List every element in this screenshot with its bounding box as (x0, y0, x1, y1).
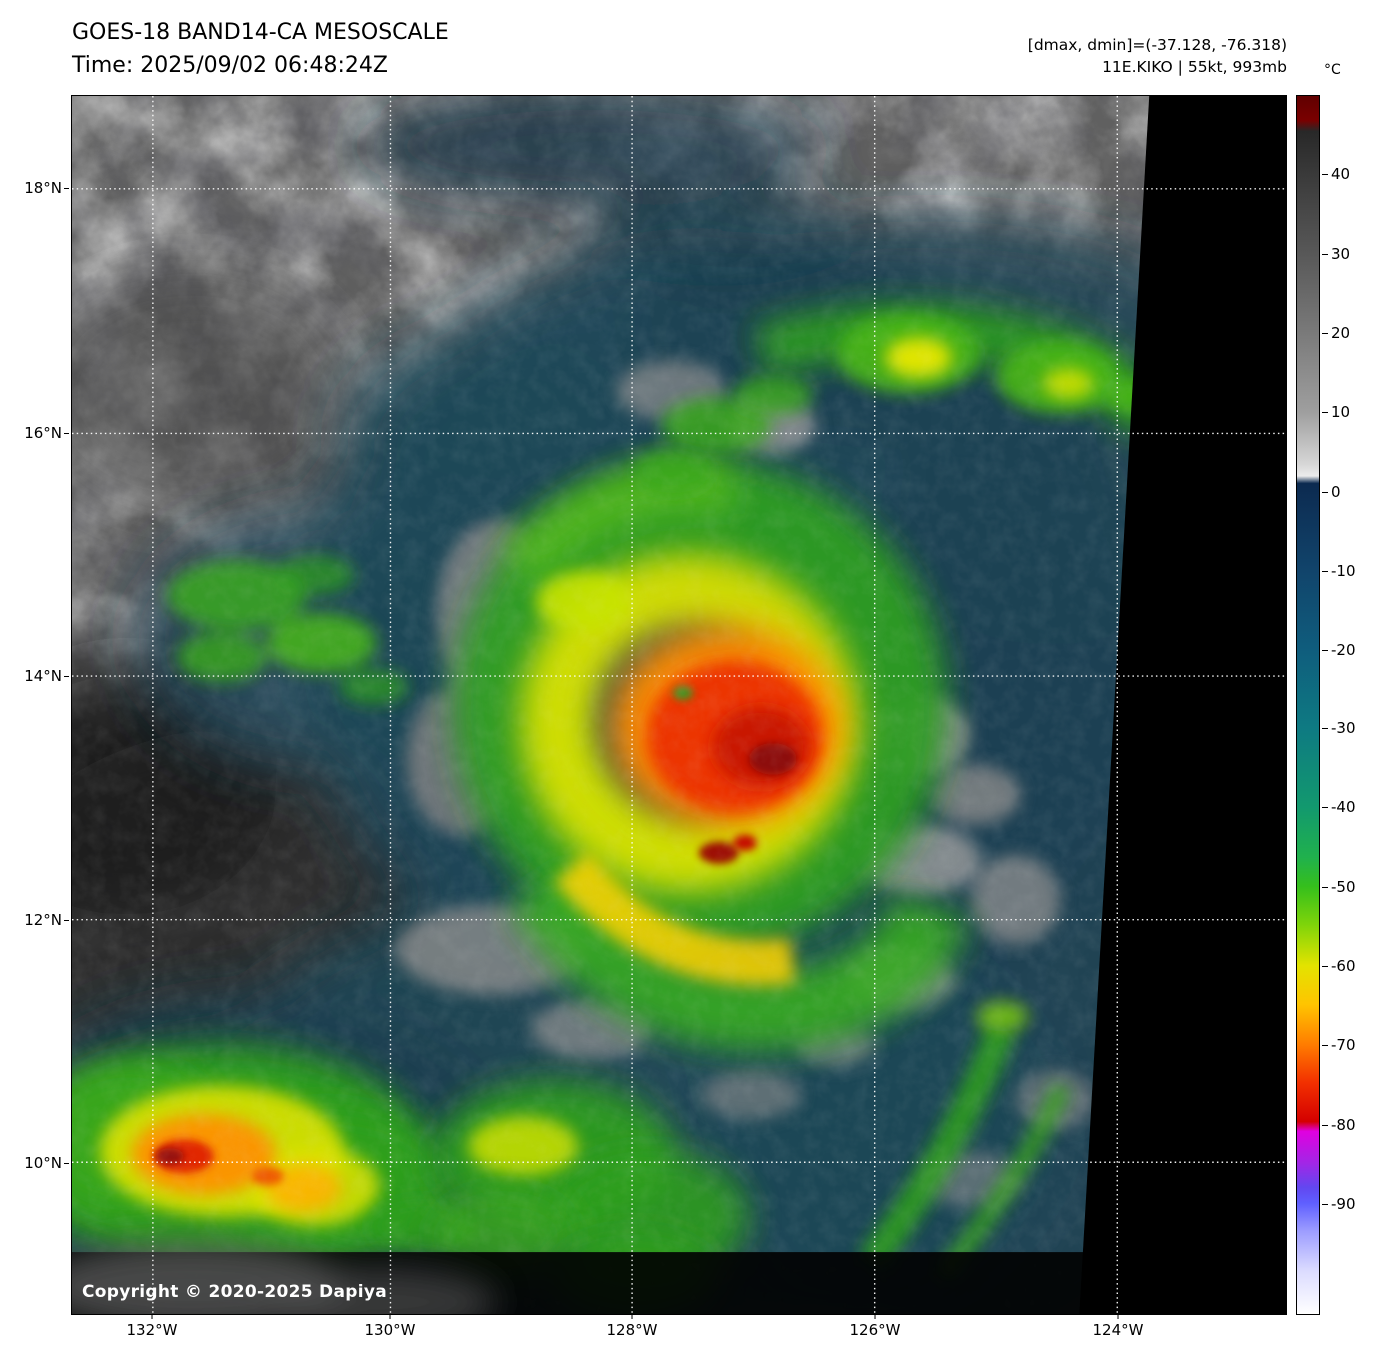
satellite-image (72, 96, 1286, 1314)
page-title: GOES-18 BAND14-CA MESOSCALE (72, 20, 449, 45)
colorbar-tick-label: -80 (1322, 1116, 1356, 1134)
lat-tick-label: 16°N (0, 424, 69, 442)
colorbar-tick-label: 10 (1321, 403, 1351, 421)
storm-info: 11E.KIKO | 55kt, 993mb (1102, 58, 1287, 76)
colorbar-tick-label: -30 (1322, 719, 1356, 737)
header-left: GOES-18 BAND14-CA MESOSCALE Time: 2025/0… (72, 16, 449, 82)
grid-lines (72, 96, 1286, 1314)
colorbar-tick-label: -90 (1322, 1195, 1356, 1213)
lat-tick-label: 14°N (0, 667, 69, 685)
lon-tick-label: 130°W (364, 1314, 416, 1339)
timestamp: Time: 2025/09/02 06:48:24Z (72, 53, 388, 78)
lat-tick-label: 12°N (0, 911, 69, 929)
colorbar-tick-label: 30 (1321, 245, 1351, 263)
lat-tick-label: 18°N (0, 179, 69, 197)
colorbar-tick-label: -10 (1322, 562, 1356, 580)
colorbar-tick-labels: 40 30 20 10 0 -10 -20 -30 -40 -50 -60 -7… (1321, 95, 1389, 1315)
colorbar-tick-label: 0 (1322, 483, 1341, 501)
sector-edge-nodata (1079, 96, 1286, 1314)
colorbar-tick-label: -50 (1322, 878, 1356, 896)
lon-tick-label: 124°W (1092, 1314, 1144, 1339)
satellite-map: Copyright © 2020-2025 Dapiya (71, 95, 1287, 1315)
colorbar-tick-label: -60 (1322, 957, 1356, 975)
colorbar-tick-label: -20 (1322, 641, 1356, 659)
colorbar-unit: °C (1324, 62, 1341, 78)
colorbar-tick-label: 40 (1321, 165, 1351, 183)
dmax-dmin-readout: [dmax, dmin]=(-37.128, -76.318) (1027, 36, 1287, 54)
lat-tick-label: 10°N (0, 1154, 69, 1172)
colorbar-tick-label: 20 (1321, 324, 1351, 342)
header-right: [dmax, dmin]=(-37.128, -76.318) 11E.KIKO… (1028, 34, 1287, 78)
colorbar (1296, 95, 1320, 1315)
lon-tick-label: 132°W (126, 1314, 178, 1339)
lon-tick-label: 128°W (606, 1314, 658, 1339)
colorbar-tick-label: -70 (1322, 1036, 1356, 1054)
copyright-text: Copyright © 2020-2025 Dapiya (82, 1282, 387, 1302)
lon-tick-label: 126°W (849, 1314, 901, 1339)
colorbar-tick-label: -40 (1322, 798, 1356, 816)
